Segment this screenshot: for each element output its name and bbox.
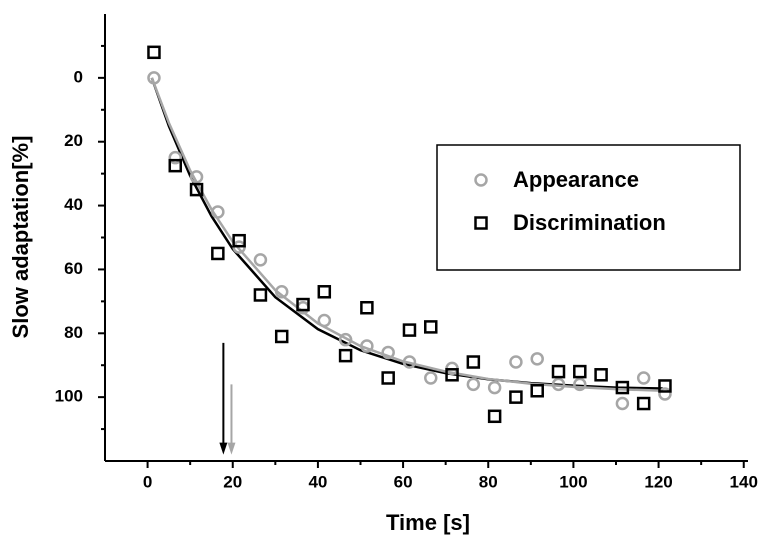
y-tick-label: 80 (64, 323, 83, 342)
point (317, 313, 332, 328)
x-tick-label: 20 (223, 472, 242, 491)
point (509, 355, 523, 369)
point (402, 323, 417, 337)
point (338, 348, 353, 363)
point (253, 288, 268, 302)
point (551, 364, 566, 379)
arrow-head (227, 442, 236, 455)
point (168, 158, 183, 173)
point (232, 233, 246, 248)
point (594, 368, 608, 382)
x-tick-label: 0 (143, 472, 152, 491)
point (360, 339, 374, 353)
point (636, 371, 651, 385)
x-axis-label: Time [s] (386, 510, 470, 535)
x-tick-label: 40 (308, 472, 327, 491)
point (381, 345, 395, 360)
point (445, 368, 459, 382)
x-tick-label: 140 (730, 472, 758, 491)
point (658, 379, 672, 393)
point (189, 182, 204, 197)
point (360, 300, 374, 315)
point (615, 396, 630, 411)
point (296, 297, 310, 312)
point (253, 253, 268, 267)
point (424, 371, 438, 385)
legend-label: Discrimination (513, 210, 666, 235)
point (530, 384, 544, 398)
point (509, 390, 523, 404)
point (615, 380, 630, 395)
legend-marker (474, 216, 488, 230)
point (381, 371, 395, 385)
y-tick-label: 60 (64, 259, 83, 278)
point (274, 329, 289, 344)
x-tick-label: 100 (559, 472, 587, 491)
legend-marker (474, 173, 488, 187)
point (402, 355, 417, 369)
point (338, 332, 353, 347)
point (487, 409, 502, 424)
point (573, 364, 587, 379)
point (211, 246, 225, 261)
point (658, 387, 672, 401)
point (147, 45, 161, 60)
point (487, 380, 502, 395)
point (317, 285, 332, 299)
point (274, 285, 289, 299)
y-tick-label: 100 (55, 387, 83, 406)
point (168, 150, 183, 165)
arrow-head (219, 442, 228, 455)
point (530, 352, 544, 366)
x-tick-label: 80 (479, 472, 498, 491)
legend-box (436, 144, 741, 271)
point (466, 355, 481, 369)
y-tick-label: 20 (64, 131, 83, 150)
x-tick-label: 60 (394, 472, 413, 491)
y-tick-label: 40 (64, 195, 83, 214)
point (466, 377, 481, 392)
point (211, 205, 225, 219)
y-tick-label: 0 (74, 67, 83, 86)
point (573, 377, 587, 392)
y-axis-label: Slow adaptation[%] (8, 136, 33, 339)
legend-label: Appearance (513, 167, 639, 192)
point (551, 377, 566, 392)
point (424, 320, 438, 334)
point (636, 396, 651, 411)
point (189, 170, 204, 184)
x-tick-label: 120 (644, 472, 672, 491)
point (147, 71, 161, 85)
